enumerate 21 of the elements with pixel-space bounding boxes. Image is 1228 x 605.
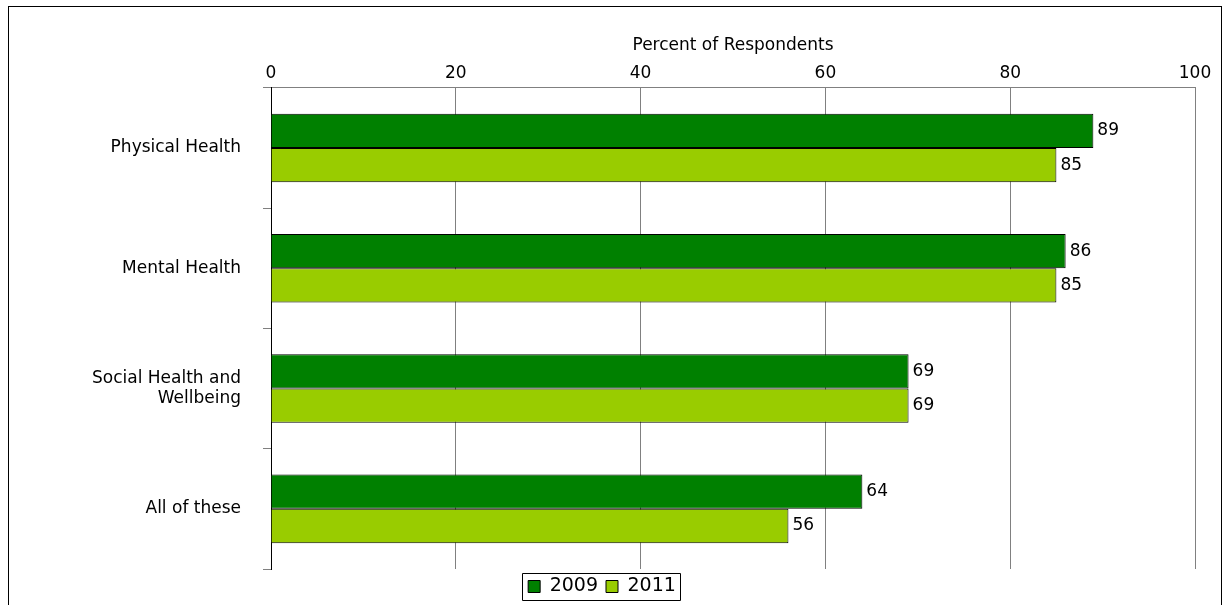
y-tick-label: All of these: [145, 497, 241, 518]
x-tick-label: 0: [265, 62, 277, 83]
data-label: 85: [1060, 273, 1083, 294]
data-label: 64: [866, 480, 888, 501]
data-label: 89: [1097, 119, 1119, 140]
data-label: 86: [1069, 239, 1092, 260]
data-label: 85: [1060, 153, 1083, 174]
x-tick-label: 100: [1178, 62, 1212, 83]
x-tick-label: 60: [814, 62, 837, 83]
x-tick-label: 80: [999, 62, 1022, 83]
data-label: 69: [912, 394, 935, 415]
data-label: 56: [792, 514, 815, 535]
legend-label: 2009: [549, 573, 599, 596]
legend-label: 2011: [627, 573, 676, 596]
y-tick-label: Social Health and Wellbeing: [91, 366, 241, 408]
x-tick-label: 40: [629, 62, 652, 83]
x-tick-label: 20: [444, 62, 467, 83]
y-tick-label: Physical Health: [110, 136, 241, 157]
y-tick-label: Mental Health: [122, 256, 241, 277]
data-label: 69: [912, 359, 935, 380]
x-axis-title: Percent of Respondents: [632, 33, 834, 54]
